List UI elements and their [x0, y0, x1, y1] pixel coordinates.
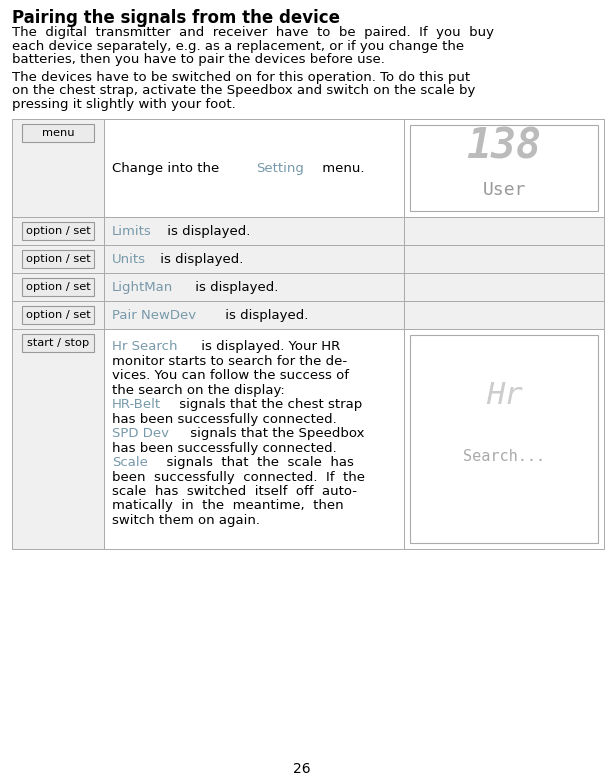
- Text: option / set: option / set: [25, 254, 90, 264]
- Text: The  digital  transmitter  and  receiver  have  to  be  paired.  If  you  buy: The digital transmitter and receiver hav…: [12, 26, 494, 39]
- Text: LightMan: LightMan: [112, 281, 173, 293]
- Text: monitor starts to search for the de-: monitor starts to search for the de-: [112, 354, 347, 368]
- Text: the search on the display:: the search on the display:: [112, 383, 285, 397]
- Bar: [404, 217, 604, 245]
- Bar: [104, 119, 404, 217]
- Text: option / set: option / set: [25, 226, 90, 236]
- Bar: [104, 329, 404, 549]
- Text: batteries, then you have to pair the devices before use.: batteries, then you have to pair the dev…: [12, 53, 385, 66]
- Text: is displayed.: is displayed.: [221, 308, 308, 321]
- Text: scale  has  switched  itself  off  auto-: scale has switched itself off auto-: [112, 485, 357, 498]
- Text: Hr Search: Hr Search: [112, 340, 177, 353]
- FancyBboxPatch shape: [22, 222, 94, 240]
- Text: option / set: option / set: [25, 282, 90, 292]
- Text: switch them on again.: switch them on again.: [112, 514, 260, 527]
- Bar: [12, 119, 104, 217]
- Text: is displayed. Your HR: is displayed. Your HR: [197, 340, 340, 353]
- Bar: [12, 217, 104, 245]
- FancyBboxPatch shape: [22, 250, 94, 268]
- Text: menu: menu: [42, 128, 74, 138]
- FancyBboxPatch shape: [22, 124, 94, 142]
- Text: Pairing the signals from the device: Pairing the signals from the device: [12, 9, 340, 27]
- Text: vices. You can follow the success of: vices. You can follow the success of: [112, 369, 349, 382]
- Bar: [104, 245, 404, 273]
- Bar: [104, 301, 404, 329]
- Text: 138: 138: [466, 125, 541, 168]
- Bar: [404, 245, 604, 273]
- Text: Hr: Hr: [486, 380, 522, 409]
- Text: has been successfully connected.: has been successfully connected.: [112, 441, 337, 455]
- Text: Units: Units: [112, 252, 146, 266]
- Text: been  successfully  connected.  If  the: been successfully connected. If the: [112, 470, 365, 484]
- Text: Setting: Setting: [256, 162, 304, 175]
- Bar: [404, 119, 604, 217]
- Text: is displayed.: is displayed.: [191, 281, 278, 293]
- Text: has been successfully connected.: has been successfully connected.: [112, 412, 337, 426]
- Text: 26: 26: [293, 762, 311, 776]
- Text: signals  that  the  scale  has: signals that the scale has: [159, 456, 354, 469]
- Text: start / stop: start / stop: [27, 338, 89, 348]
- Bar: [410, 125, 598, 211]
- Text: HR-Belt: HR-Belt: [112, 398, 161, 411]
- Text: Change into the: Change into the: [112, 162, 223, 175]
- Text: User: User: [482, 180, 526, 198]
- Text: signals that the chest strap: signals that the chest strap: [175, 398, 362, 411]
- Bar: [12, 301, 104, 329]
- Bar: [104, 217, 404, 245]
- Bar: [12, 273, 104, 301]
- Text: Scale: Scale: [112, 456, 148, 469]
- Bar: [12, 329, 104, 549]
- Bar: [404, 301, 604, 329]
- Text: The devices have to be switched on for this operation. To do this put: The devices have to be switched on for t…: [12, 71, 470, 84]
- FancyBboxPatch shape: [22, 306, 94, 324]
- Bar: [104, 273, 404, 301]
- FancyBboxPatch shape: [22, 278, 94, 296]
- Bar: [404, 329, 604, 549]
- Text: signals that the Speedbox: signals that the Speedbox: [186, 427, 364, 440]
- Text: is displayed.: is displayed.: [163, 224, 250, 238]
- Text: pressing it slightly with your foot.: pressing it slightly with your foot.: [12, 97, 236, 111]
- Text: Limits: Limits: [112, 224, 152, 238]
- Text: SPD Dev: SPD Dev: [112, 427, 169, 440]
- Text: menu.: menu.: [318, 162, 364, 175]
- Bar: [410, 335, 598, 543]
- FancyBboxPatch shape: [22, 334, 94, 352]
- Bar: [404, 273, 604, 301]
- Text: option / set: option / set: [25, 310, 90, 320]
- Text: each device separately, e.g. as a replacement, or if you change the: each device separately, e.g. as a replac…: [12, 39, 464, 53]
- Text: matically  in  the  meantime,  then: matically in the meantime, then: [112, 499, 344, 513]
- Text: Search...: Search...: [463, 449, 545, 464]
- Text: Pair NewDev: Pair NewDev: [112, 308, 196, 321]
- Text: is displayed.: is displayed.: [156, 252, 243, 266]
- Text: on the chest strap, activate the Speedbox and switch on the scale by: on the chest strap, activate the Speedbo…: [12, 84, 476, 97]
- Bar: [12, 245, 104, 273]
